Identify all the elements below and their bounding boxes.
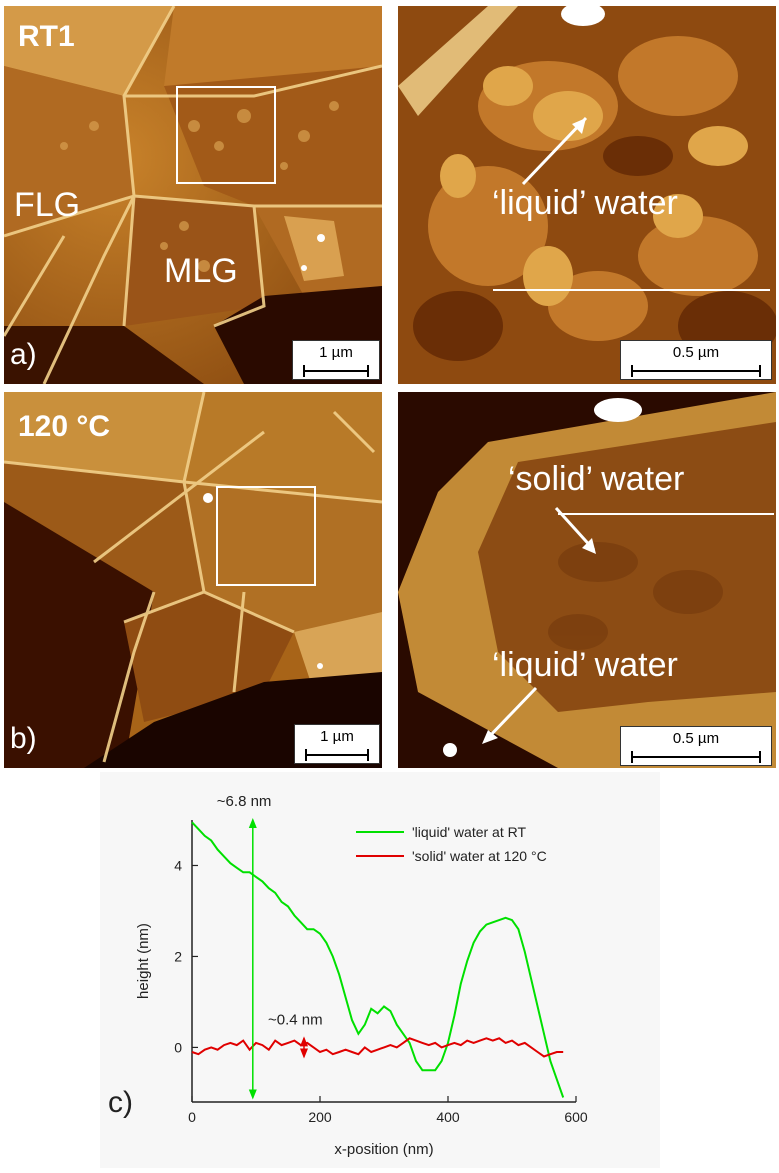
- height-arrow-small-head-top: [300, 1036, 308, 1047]
- height-arrow-small-head-bottom: [300, 1048, 308, 1059]
- region-label-mlg: MLG: [164, 252, 238, 290]
- scale-bar-line: [631, 365, 761, 377]
- sample-label: RT1: [18, 20, 75, 53]
- legend-label: 'liquid' water at RT: [412, 824, 526, 840]
- y-axis-label: height (nm): [135, 923, 152, 999]
- solid-water-label: ‘solid’ water: [508, 460, 685, 498]
- panel-b-zoom-afm-image: ‘solid’ water ‘liquid’ water 0.5 µm: [398, 392, 776, 768]
- height-arrow-large-head-bottom: [248, 1089, 257, 1100]
- y-tick-label: 0: [174, 1039, 182, 1055]
- height-profile-chart: c) 0 200 400 600 0 2 4 x-position (nm) height (n…: [100, 772, 660, 1168]
- zoom-region-box: [176, 86, 276, 184]
- liquid-water-label: ‘liquid’ water: [492, 184, 678, 222]
- scale-bar-line: [303, 365, 369, 377]
- scale-bar-label: 0.5 µm: [672, 344, 720, 361]
- height-arrow-large-label: ~6.8 nm: [217, 793, 272, 810]
- afm-image-b: [4, 392, 382, 768]
- panel-a-afm-image: RT1 FLG MLG a) 1 µm: [4, 6, 382, 384]
- region-label-flg: FLG: [14, 186, 81, 224]
- scale-bar-label: 1 µm: [319, 344, 353, 361]
- x-axis-label: x-position (nm): [334, 1141, 433, 1158]
- panel-a-zoom-afm-image: ‘liquid’ water 0.5 µm: [398, 6, 776, 384]
- liquid-water-label: ‘liquid’ water: [492, 646, 678, 684]
- afm-image-a: [4, 6, 382, 384]
- panel-b-afm-image: 120 °C b) 1 µm: [4, 392, 382, 768]
- x-tick-label: 0: [188, 1109, 196, 1125]
- x-tick-label: 600: [564, 1109, 588, 1125]
- scale-bar-label: 1 µm: [320, 728, 354, 745]
- scale-bar: 0.5 µm: [620, 726, 772, 766]
- annotation-arrow: [521, 116, 588, 186]
- height-arrow-large-head-top: [248, 818, 257, 828]
- sample-label: 120 °C: [18, 410, 111, 443]
- x-tick-label: 200: [308, 1109, 332, 1125]
- scale-bar: 1 µm: [294, 724, 380, 764]
- afm-image-b-zoom: [398, 392, 776, 768]
- panel-letter: b): [10, 722, 37, 755]
- legend-label: 'solid' water at 120 °C: [412, 848, 547, 864]
- scale-bar-line: [631, 751, 761, 763]
- annotation-arrow: [484, 686, 538, 742]
- x-tick-label: 400: [436, 1109, 460, 1125]
- scale-bar: 1 µm: [292, 340, 380, 380]
- panel-letter: c): [108, 1086, 133, 1119]
- y-tick-label: 2: [174, 948, 182, 964]
- height-arrow-small-label: ~0.4 nm: [268, 1011, 323, 1028]
- panel-letter: a): [10, 338, 37, 371]
- series-line-liquid-water: [191, 821, 565, 1098]
- afm-image-a-zoom: [398, 6, 776, 384]
- scale-bar-label: 0.5 µm: [672, 730, 720, 747]
- scale-bar: 0.5 µm: [620, 340, 772, 380]
- series-line-solid-water: [191, 1037, 564, 1058]
- chart-svg: c) 0 200 400 600 0 2 4 x-position (nm) height (n…: [108, 793, 588, 1158]
- zoom-region-box: [216, 486, 316, 586]
- y-tick-label: 4: [174, 857, 182, 873]
- scale-bar-line: [305, 749, 369, 761]
